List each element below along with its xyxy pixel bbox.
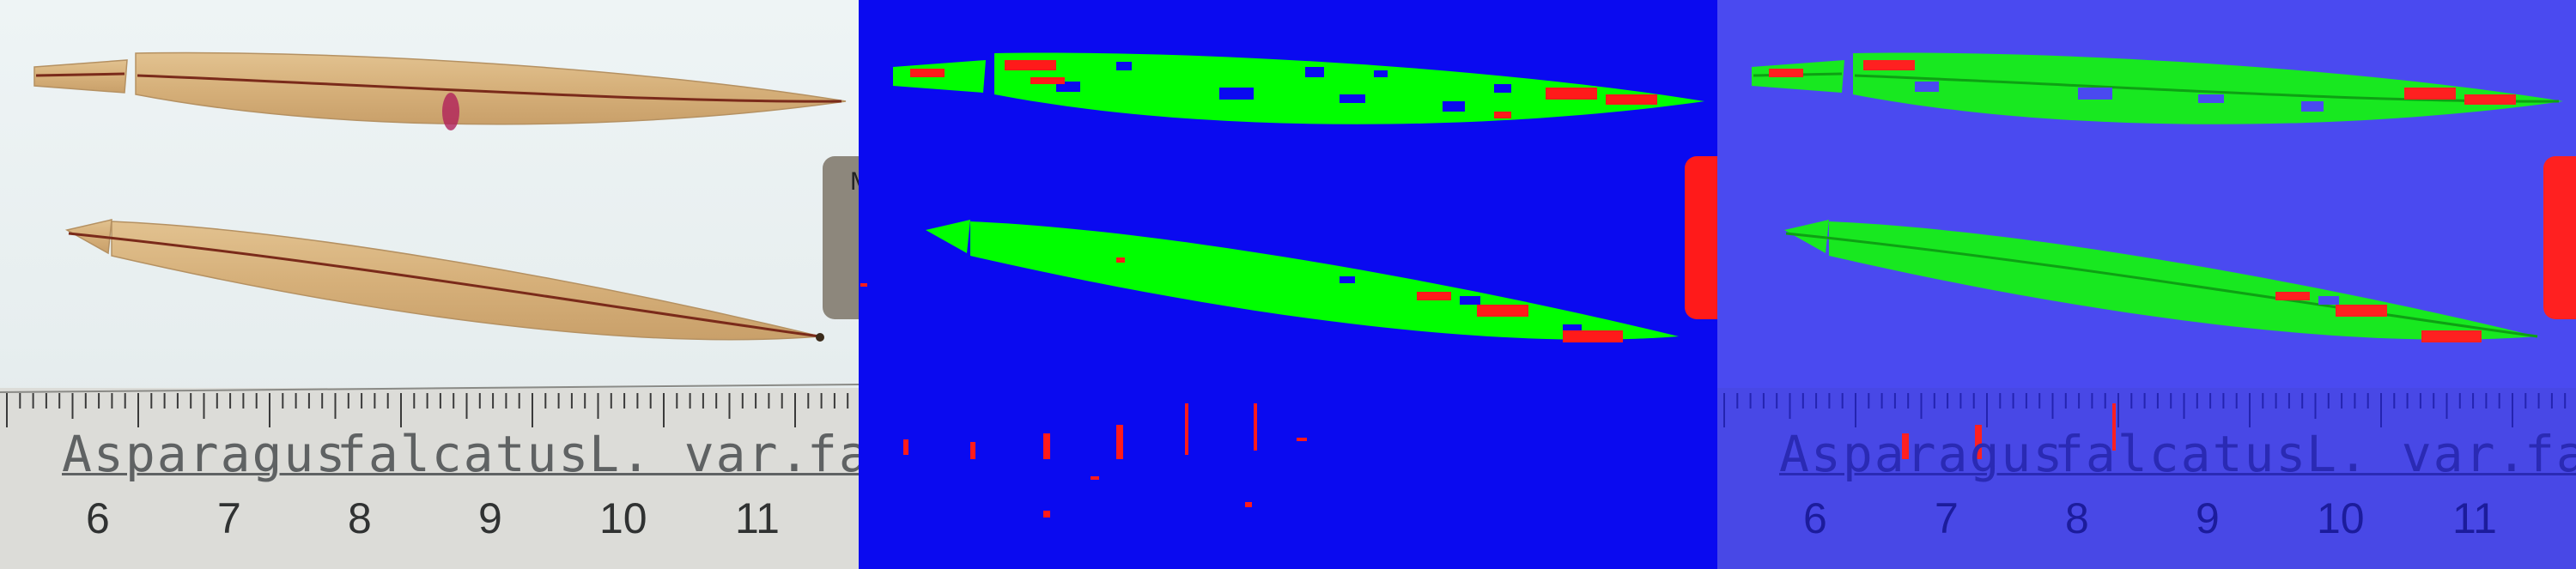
mask-leaves: [860, 52, 1717, 518]
overlay-ruler-label-variety: L. var.: [2306, 425, 2529, 483]
ruler: [0, 388, 859, 569]
overlay-ruler-number: 7: [1935, 494, 1959, 542]
overlay-ruler-number: 10: [2317, 494, 2365, 542]
ruler-number: 6: [86, 494, 110, 542]
ruler-number: 7: [217, 494, 241, 542]
mask-side-tab: [1685, 156, 1717, 319]
ruler-number: 8: [348, 494, 372, 542]
overlay-ruler-label-fragment: fa: [2524, 425, 2576, 483]
overlay-ruler-label-genus: Asparagus: [1779, 425, 2065, 483]
overlay-ruler-number: 6: [1803, 494, 1827, 542]
ruler-number: 9: [478, 494, 502, 542]
leaf-1-body: [135, 51, 847, 125]
leaf-1-fragment: [33, 59, 128, 94]
leaf-2-midrib: [68, 232, 821, 338]
ruler-label-genus: Asparagus: [62, 425, 348, 483]
side-tab: [823, 156, 859, 319]
overlay-ruler-label-species: falcatus: [2054, 425, 2308, 483]
mask-spots: [860, 60, 1657, 518]
ruler-label-variety: L. var.: [589, 425, 811, 483]
overlay-ruler-number: 8: [2065, 494, 2089, 542]
leaf-1-midrib: [35, 72, 842, 103]
panel-original-photo: M Asparagus falcatus L. var. fa 6 7 8 9 …: [0, 0, 859, 569]
ruler-number: 10: [599, 494, 647, 542]
leaf-1-stain: [442, 93, 459, 130]
panel-overlay: Asparagus falcatus L. var. fa 6 7 8 9 10…: [1717, 0, 2576, 569]
ruler-label-fragment: fa: [807, 425, 859, 483]
overlay-leaves: [1717, 52, 2576, 569]
side-tab-glyph: M: [850, 167, 859, 197]
panel-segmentation-mask: [859, 0, 1717, 569]
original-leaves: [0, 51, 859, 569]
overlay-spots: [1769, 60, 2516, 459]
ruler-label-species: falcatus: [337, 425, 591, 483]
ruler-number: 11: [735, 494, 780, 542]
overlay-ruler-number: 9: [2196, 494, 2220, 542]
overlay-ruler-number: 11: [2452, 494, 2497, 542]
